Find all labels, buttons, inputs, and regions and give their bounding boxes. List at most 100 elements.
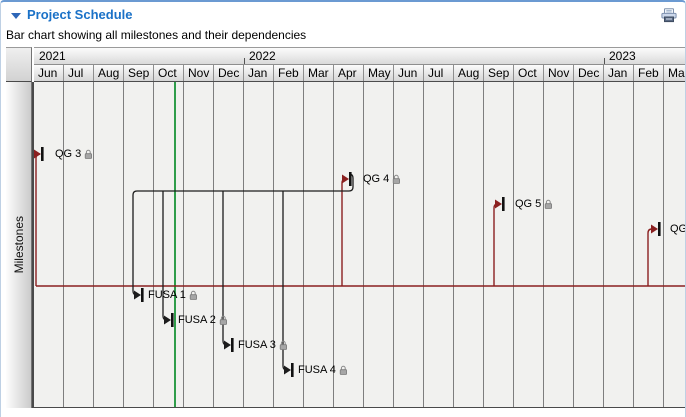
month-label: Jun xyxy=(34,65,64,81)
month-label: Mar xyxy=(304,65,334,81)
month-gridline xyxy=(273,82,274,407)
month-label: May xyxy=(364,65,394,81)
triangle-down-icon[interactable] xyxy=(11,13,21,19)
month-label: Nov xyxy=(184,65,214,81)
month-gridline xyxy=(393,82,394,407)
month-label: Mar xyxy=(664,65,685,81)
month-label: Jan xyxy=(604,65,634,81)
milestone-lines-overlay xyxy=(34,147,685,377)
month-label: Jun xyxy=(394,65,424,81)
milestone-label-fusa-1[interactable]: FUSA 1 xyxy=(148,287,198,303)
years-row: 2021 2022 2023 xyxy=(34,47,685,64)
lock-icon xyxy=(219,315,227,325)
dependency-drop-fusa-1 xyxy=(132,195,138,296)
month-gridline xyxy=(333,82,334,407)
month-label: Dec xyxy=(214,65,244,81)
panel-header[interactable]: Project Schedule xyxy=(1,4,685,26)
month-label: Oct xyxy=(154,65,184,81)
month-gridline xyxy=(93,82,94,407)
month-label: Aug xyxy=(94,65,124,81)
lock-icon xyxy=(393,174,401,184)
month-gridline xyxy=(183,82,184,407)
milestone-label-qg-5[interactable]: QG 5 xyxy=(515,196,553,212)
header-corner-cell xyxy=(6,47,32,82)
lock-icon xyxy=(189,290,197,300)
month-label: Apr xyxy=(334,65,364,81)
today-line xyxy=(174,82,176,407)
milestone-marker-qg-4[interactable] xyxy=(342,172,352,186)
milestone-marker-fusa-3[interactable] xyxy=(224,338,234,352)
milestone-label-fusa-3[interactable]: FUSA 3 xyxy=(238,337,288,353)
milestone-marker-fusa-2[interactable] xyxy=(164,313,174,327)
month-gridline xyxy=(363,82,364,407)
milestone-name: FUSA 3 xyxy=(238,339,276,351)
lock-icon xyxy=(339,365,347,375)
month-label: Dec xyxy=(574,65,604,81)
month-gridline xyxy=(63,82,64,407)
year-label: 2021 xyxy=(39,49,66,63)
month-label: Nov xyxy=(544,65,574,81)
baseline-connector-qg-5 xyxy=(493,203,499,286)
year-boundary-tick xyxy=(244,58,245,64)
month-label: Sep xyxy=(484,65,514,81)
milestone-marker-qg-6[interactable] xyxy=(651,222,661,236)
baseline-connector-qg-4 xyxy=(341,178,347,286)
month-gridline xyxy=(453,82,454,407)
month-gridline xyxy=(633,82,634,407)
year-label: 2022 xyxy=(244,48,604,64)
printer-icon[interactable] xyxy=(661,8,677,23)
month-gridline xyxy=(573,82,574,407)
month-gridline xyxy=(123,82,124,407)
year-label: 2023 xyxy=(604,48,685,64)
milestone-name: QG 5 xyxy=(515,198,542,210)
month-gridline xyxy=(663,82,664,407)
month-gridline xyxy=(153,82,154,407)
month-gridline xyxy=(543,82,544,407)
month-label: Feb xyxy=(274,65,304,81)
month-gridline xyxy=(513,82,514,407)
milestone-label-fusa-4[interactable]: FUSA 4 xyxy=(298,362,348,378)
milestone-name: FUSA 4 xyxy=(298,364,336,376)
baseline-connector-qg-3 xyxy=(35,153,41,286)
milestone-marker-fusa-4[interactable] xyxy=(284,363,294,377)
row-header-milestones: Milestones xyxy=(6,82,32,408)
lock-icon xyxy=(545,199,553,209)
month-label: Aug xyxy=(454,65,484,81)
month-label: Sep xyxy=(124,65,154,81)
milestone-label-fusa-2[interactable]: FUSA 2 xyxy=(178,312,228,328)
milestone-name: QG 6 xyxy=(670,223,686,235)
chart-subtitle: Bar chart showing all milestones and the… xyxy=(6,28,307,42)
milestone-label-qg-3[interactable]: QG 3 xyxy=(55,146,93,162)
lock-icon xyxy=(85,149,93,159)
month-gridline xyxy=(243,82,244,407)
milestone-name: FUSA 1 xyxy=(148,289,186,301)
milestone-label-qg-6[interactable]: QG 6 xyxy=(670,221,686,237)
milestone-name: QG 4 xyxy=(363,173,390,185)
month-label: Jul xyxy=(64,65,94,81)
milestone-name: QG 3 xyxy=(55,148,82,160)
dependency-trunk xyxy=(132,173,354,196)
month-gridline xyxy=(303,82,304,407)
panel-title: Project Schedule xyxy=(27,7,133,22)
month-gridline xyxy=(483,82,484,407)
month-gridline xyxy=(213,82,214,407)
months-row: Jun Jul Aug Sep Oct Nov Dec Jan Feb Mar Apr May Jun J… xyxy=(34,64,685,82)
milestone-marker-qg-3[interactable] xyxy=(34,147,44,161)
chart-body: QG 3 QG 4 QG 5 QG 6 FUSA 1 FUSA 2 FUSA 3 FUSA 4 xyxy=(34,82,686,408)
milestone-chart: Milestones 2021 2022 2023 Jun Jul Aug Sep Oct N… xyxy=(1,47,686,408)
month-label: Oct xyxy=(514,65,544,81)
lock-icon xyxy=(279,340,287,350)
month-gridline xyxy=(603,82,604,407)
month-label: Jul xyxy=(424,65,454,81)
year-boundary-tick xyxy=(604,58,605,64)
month-label: Jan xyxy=(244,65,274,81)
chart-left-border xyxy=(32,82,34,408)
baseline-connector-qg-6 xyxy=(647,228,653,286)
milestone-name: FUSA 2 xyxy=(178,314,216,326)
month-label: Feb xyxy=(634,65,664,81)
milestone-marker-qg-5[interactable] xyxy=(495,197,505,211)
milestone-marker-fusa-1[interactable] xyxy=(134,288,144,302)
milestone-label-qg-4[interactable]: QG 4 xyxy=(363,171,401,187)
month-gridline xyxy=(423,82,424,407)
